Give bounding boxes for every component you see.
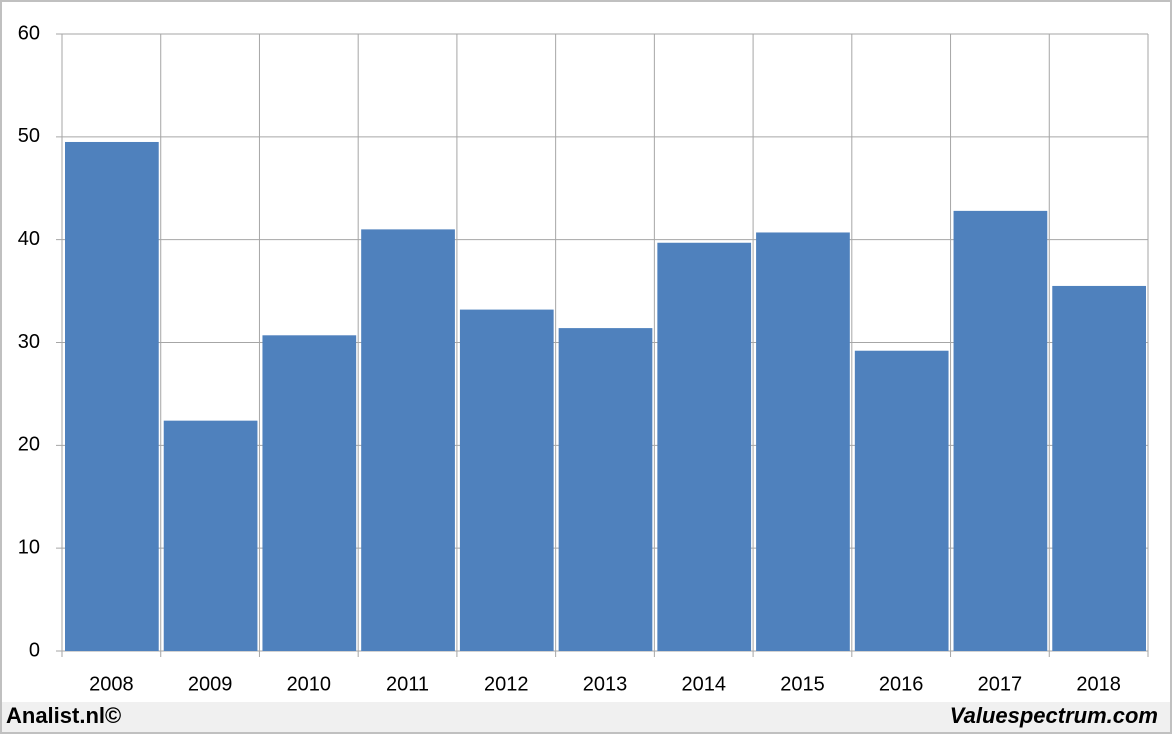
x-tick-label: 2014 xyxy=(681,673,726,695)
x-tick-label: 2017 xyxy=(978,673,1023,695)
y-tick-label: 40 xyxy=(18,228,40,250)
y-tick-label: 50 xyxy=(18,125,40,147)
x-tick-label: 2009 xyxy=(188,673,233,695)
bar xyxy=(756,232,850,652)
bar xyxy=(65,141,159,651)
bar xyxy=(163,420,258,651)
x-tick-label: 2008 xyxy=(89,673,134,695)
y-tick-label: 20 xyxy=(18,434,40,456)
bar xyxy=(361,229,455,651)
source-left: Analist.nl© xyxy=(6,703,121,728)
y-tick-label: 0 xyxy=(29,639,40,661)
x-tick-label: 2016 xyxy=(879,673,924,695)
x-tick-label: 2011 xyxy=(386,673,429,695)
footer-band xyxy=(2,702,1170,732)
bar xyxy=(459,309,554,651)
x-tick-label: 2013 xyxy=(583,673,628,695)
y-tick-label: 30 xyxy=(18,331,40,353)
y-tick-label: 60 xyxy=(18,22,40,44)
bar xyxy=(854,350,949,651)
bar xyxy=(657,242,752,652)
bar xyxy=(953,210,1048,651)
bar xyxy=(262,335,357,651)
source-right: Valuespectrum.com xyxy=(950,703,1158,728)
bar xyxy=(1052,285,1146,651)
x-tick-label: 2012 xyxy=(484,673,529,695)
x-tick-label: 2018 xyxy=(1076,673,1121,695)
bar xyxy=(558,328,653,651)
y-tick-label: 10 xyxy=(18,536,40,558)
x-tick-label: 2010 xyxy=(287,673,332,695)
x-tick-label: 2015 xyxy=(780,673,825,695)
